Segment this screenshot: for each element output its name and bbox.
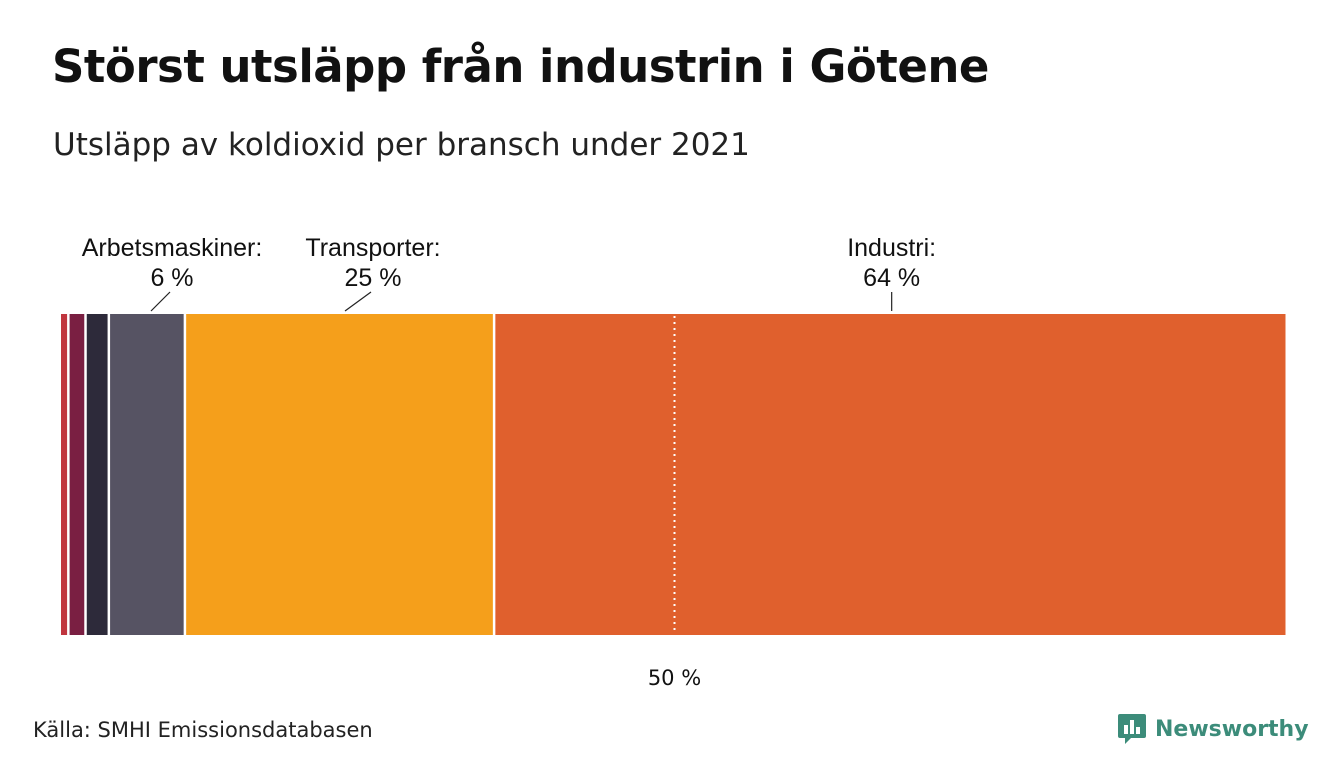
bar-segment-2 bbox=[86, 314, 108, 635]
segments-layer bbox=[61, 314, 1286, 635]
segment-label-5: Industri: bbox=[847, 234, 936, 262]
segment-value-label-3: 6 % bbox=[150, 264, 193, 292]
segment-leader-line-4 bbox=[344, 291, 372, 312]
brand-logo[interactable]: Newsworthy bbox=[1117, 712, 1309, 746]
segment-label-4: Transporter: bbox=[305, 234, 440, 262]
bar-chart-speech-bubble-icon bbox=[1118, 714, 1146, 744]
labels-layer: Arbetsmaskiner:6 % Transporter:25 % Indust… bbox=[82, 234, 936, 312]
stacked-bar-chart: 50 % Arbetsmaskiner:6 % Transporter:25 % I… bbox=[61, 234, 1286, 690]
segment-value-label-4: 25 % bbox=[345, 264, 402, 292]
reference-line-layer: 50 % bbox=[648, 316, 701, 690]
bar-segment-3 bbox=[110, 314, 184, 635]
chart-title: Störst utsläpp från industrin i Götene bbox=[52, 40, 989, 93]
segment-value-label-5: 64 % bbox=[863, 264, 920, 292]
segment-label-3: Arbetsmaskiner: bbox=[82, 234, 263, 262]
bar-segment-0 bbox=[61, 314, 68, 635]
reference-line-label: 50 % bbox=[648, 666, 701, 690]
segment-leader-line-3 bbox=[150, 291, 171, 312]
bar-segment-5 bbox=[495, 314, 1286, 635]
chart-subtitle: Utsläpp av koldioxid per bransch under 2… bbox=[53, 127, 750, 163]
bar-segment-4 bbox=[186, 314, 493, 635]
source-note: Källa: SMHI Emissionsdatabasen bbox=[33, 718, 373, 742]
brand-name: Newsworthy bbox=[1155, 716, 1309, 742]
bar-segment-1 bbox=[69, 314, 85, 635]
